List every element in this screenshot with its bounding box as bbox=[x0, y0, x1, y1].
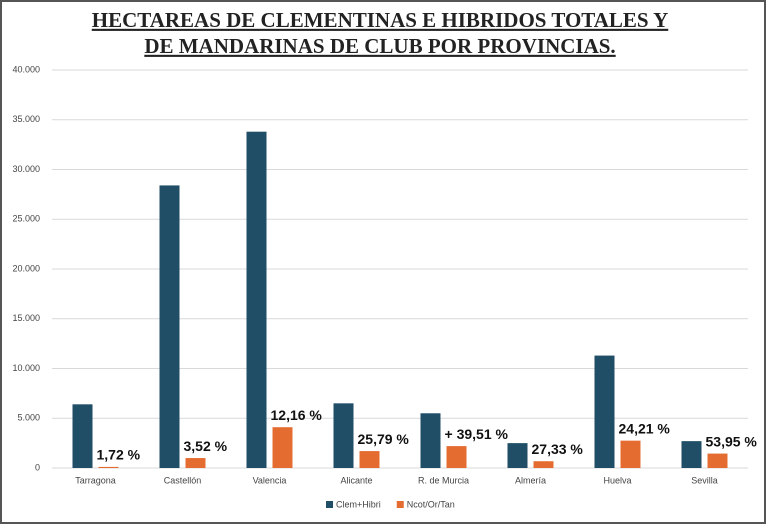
x-tick-label: R. de Murcia bbox=[418, 475, 469, 485]
bar bbox=[359, 451, 380, 468]
legend-swatch bbox=[396, 501, 404, 508]
annotation: 53,95 % bbox=[706, 433, 758, 449]
y-tick-label: 35.000 bbox=[12, 114, 40, 124]
x-tick-label: Castellón bbox=[164, 475, 202, 485]
y-tick-label: 25.000 bbox=[12, 214, 40, 224]
chart-title: DE MANDARINAS DE CLUB POR PROVINCIAS. bbox=[144, 34, 615, 58]
bar bbox=[533, 461, 554, 468]
y-tick-label: 0 bbox=[35, 462, 40, 472]
bar bbox=[333, 403, 354, 468]
bar bbox=[159, 185, 180, 469]
y-tick-label: 30.000 bbox=[12, 164, 40, 174]
annotation: + 39,51 % bbox=[445, 426, 509, 442]
x-tick-label: Tarragona bbox=[75, 475, 116, 485]
y-tick-label: 15.000 bbox=[12, 313, 40, 323]
legend-swatch bbox=[326, 501, 333, 508]
x-tick-label: Almería bbox=[515, 475, 546, 485]
bar bbox=[272, 427, 293, 468]
bar bbox=[72, 404, 93, 468]
bar bbox=[507, 443, 528, 468]
bar bbox=[420, 413, 441, 468]
bar bbox=[246, 131, 267, 468]
bar bbox=[620, 440, 641, 468]
bar bbox=[185, 458, 206, 468]
annotation: 3,52 % bbox=[184, 438, 228, 454]
annotation: 24,21 % bbox=[619, 420, 671, 436]
y-tick-label: 10.000 bbox=[12, 363, 40, 373]
bar bbox=[681, 441, 702, 468]
legend-label: Clem+Hibri bbox=[336, 499, 381, 509]
x-tick-label: Sevilla bbox=[691, 475, 718, 485]
annotation: 1,72 % bbox=[97, 447, 141, 463]
x-tick-label: Huelva bbox=[603, 475, 631, 485]
annotation: 12,16 % bbox=[271, 407, 323, 423]
legend-label: Ncot/Or/Tan bbox=[407, 499, 455, 509]
annotation: 27,33 % bbox=[532, 441, 584, 457]
y-tick-label: 5.000 bbox=[17, 413, 40, 423]
bar bbox=[446, 446, 467, 468]
chart-title: HECTAREAS DE CLEMENTINAS E HIBRIDOS TOTA… bbox=[92, 8, 669, 32]
x-tick-label: Alicante bbox=[340, 475, 372, 485]
bar bbox=[707, 453, 728, 468]
y-tick-label: 40.000 bbox=[12, 64, 40, 74]
bar bbox=[594, 355, 615, 468]
annotation: 25,79 % bbox=[358, 431, 410, 447]
bar bbox=[98, 466, 119, 468]
x-tick-label: Valencia bbox=[253, 475, 287, 485]
y-tick-label: 20.000 bbox=[12, 263, 40, 273]
